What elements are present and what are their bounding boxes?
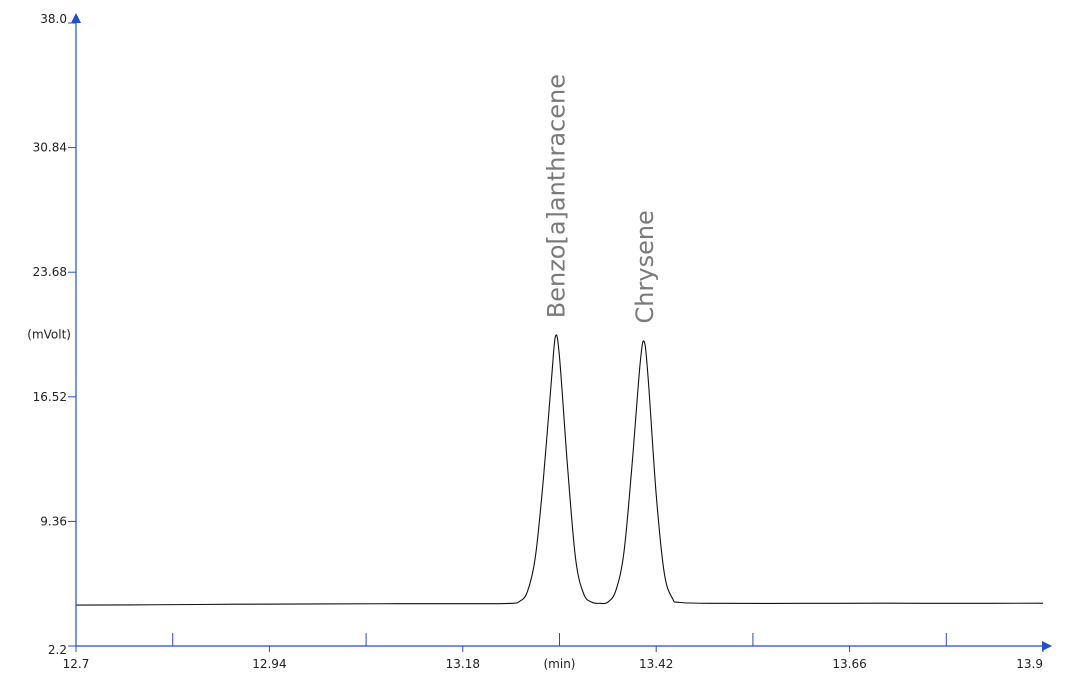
- x-tick-label: 13.66: [832, 657, 866, 671]
- annotations: Benzo[a]anthracene Chrysene: [542, 74, 659, 323]
- y-tick-label: 2.2: [48, 643, 67, 657]
- x-axis-label: (min): [544, 657, 576, 671]
- y-tick-label: 30.84: [33, 141, 67, 155]
- peak-label: Chrysene: [631, 210, 659, 323]
- x-tick-label: 13.42: [639, 657, 673, 671]
- x-tick-label: 12.94: [252, 657, 286, 671]
- y-tick-label: 23.68: [33, 265, 67, 279]
- x-tick-label: 13.18: [446, 657, 480, 671]
- plot-area: [75, 334, 1044, 606]
- y-axis: 2.2 9.36 16.52 23.68 30.84 38.0: [33, 12, 81, 657]
- x-axis: 12.7 12.94 13.18 13.42 13.66 13.9: [63, 633, 1052, 671]
- y-tick-label: 38.0: [40, 12, 67, 26]
- peak-label: Benzo[a]anthracene: [542, 74, 570, 318]
- chromatogram-trace: [75, 334, 1044, 606]
- y-axis-label: (mVolt): [27, 328, 71, 342]
- y-tick-label: 16.52: [33, 390, 67, 404]
- x-tick-label: 12.7: [63, 657, 90, 671]
- x-tick-label: 13.9: [1016, 657, 1043, 671]
- y-tick-label: 9.36: [40, 514, 67, 528]
